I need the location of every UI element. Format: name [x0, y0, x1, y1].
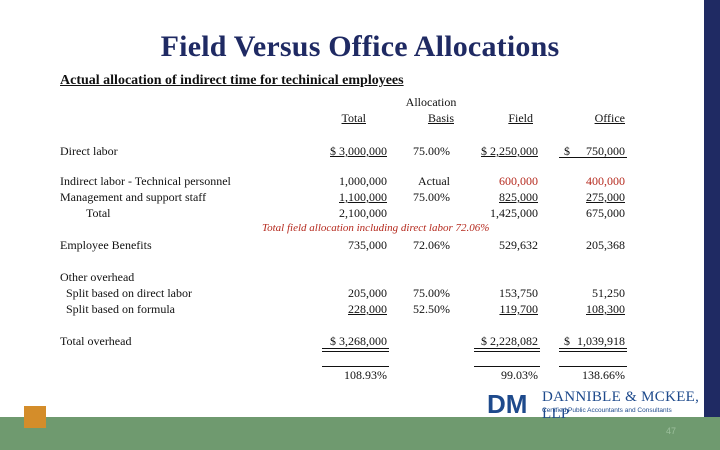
- cell-office: 205,368: [586, 238, 625, 252]
- right-accent-bar: [704, 0, 720, 450]
- cell-total: 1,100,000: [339, 190, 387, 204]
- cell-basis: 75.00%: [413, 144, 450, 158]
- cell-office-highlight: 400,000: [586, 174, 625, 188]
- ratio-rule-office: [559, 366, 627, 367]
- row-label-indirect-labor: Indirect labor - Technical personnel: [60, 174, 231, 188]
- cell-field: 529,632: [499, 238, 538, 252]
- row-label-total: Total: [86, 206, 111, 220]
- cell-office: 675,000: [586, 206, 625, 220]
- cell-total: 228,000: [348, 302, 387, 316]
- double-rule-field: [474, 348, 540, 349]
- cell-field-highlight: 600,000: [499, 174, 538, 188]
- cell-office-symbol: $: [564, 144, 570, 158]
- logo-mark: DM: [487, 389, 527, 418]
- row-label-total-overhead: Total overhead: [60, 334, 132, 348]
- cell-basis: 75.00%: [413, 286, 450, 300]
- table-subtitle: Actual allocation of indirect time for t…: [60, 73, 404, 88]
- cell-field: $ 2,228,082: [481, 334, 538, 348]
- row-label-other-overhead: Other overhead: [60, 270, 135, 284]
- cell-office-symbol: $: [564, 334, 570, 348]
- double-rule-field: [474, 351, 540, 352]
- slide-title: Field Versus Office Allocations: [160, 30, 560, 63]
- cell-field: 153,750: [499, 286, 538, 300]
- cell-field: $ 2,250,000: [481, 144, 538, 158]
- accent-square: [24, 406, 46, 428]
- logo-tagline: Certified Public Accountants and Consult…: [542, 407, 672, 414]
- header-field: Field: [508, 111, 533, 125]
- cell-field: 119,700: [499, 302, 538, 316]
- header-office: Office: [594, 111, 625, 125]
- cell-total: 1,000,000: [339, 174, 387, 188]
- row-label-management: Management and support staff: [60, 190, 207, 204]
- ratio-office: 138.66%: [582, 368, 625, 382]
- logo-firm-name: DANNIBLE & MCKEE, LLP: [542, 389, 700, 422]
- cell-office: 275,000: [586, 190, 625, 204]
- cell-basis: Actual: [418, 174, 450, 188]
- cell-total: 205,000: [348, 286, 387, 300]
- ratio-total: 108.93%: [344, 368, 387, 382]
- cell-office: 51,250: [592, 286, 625, 300]
- cell-total: $ 3,000,000: [330, 144, 387, 158]
- row-label-split-formula: Split based on formula: [66, 302, 175, 316]
- cell-basis: 52.50%: [413, 302, 450, 316]
- row-label-employee-benefits: Employee Benefits: [60, 238, 152, 252]
- page-number: 47: [665, 426, 676, 436]
- double-rule-total: [322, 348, 389, 349]
- double-rule-office: [559, 351, 627, 352]
- header-total: Total: [341, 111, 367, 125]
- double-rule-total: [322, 351, 389, 352]
- row-label-direct-labor: Direct labor: [60, 144, 118, 158]
- cell-total: $ 3,268,000: [330, 334, 387, 348]
- cell-total: 735,000: [348, 238, 387, 252]
- cell-office: 108,300: [586, 302, 625, 316]
- footer-band: [0, 417, 720, 450]
- firm-logo: DM: [485, 389, 537, 418]
- cell-field: 1,425,000: [490, 206, 538, 220]
- cell-basis: 72.06%: [413, 238, 450, 252]
- field-allocation-note: Total field allocation including direct …: [262, 222, 490, 234]
- cell-basis: 75.00%: [413, 190, 450, 204]
- ratio-rule-total: [322, 366, 389, 367]
- header-allocation: Allocation: [405, 95, 457, 109]
- row-label-split-direct-labor: Split based on direct labor: [66, 286, 192, 300]
- cell-field: 825,000: [499, 190, 538, 204]
- cell-total: 2,100,000: [339, 206, 387, 220]
- ratio-rule-field: [474, 366, 540, 367]
- underline-office-direct: [559, 157, 627, 158]
- ratio-field: 99.03%: [501, 368, 538, 382]
- double-rule-office: [559, 348, 627, 349]
- cell-office: 1,039,918: [577, 334, 625, 348]
- header-basis: Basis: [427, 111, 454, 125]
- cell-office: 750,000: [586, 144, 625, 158]
